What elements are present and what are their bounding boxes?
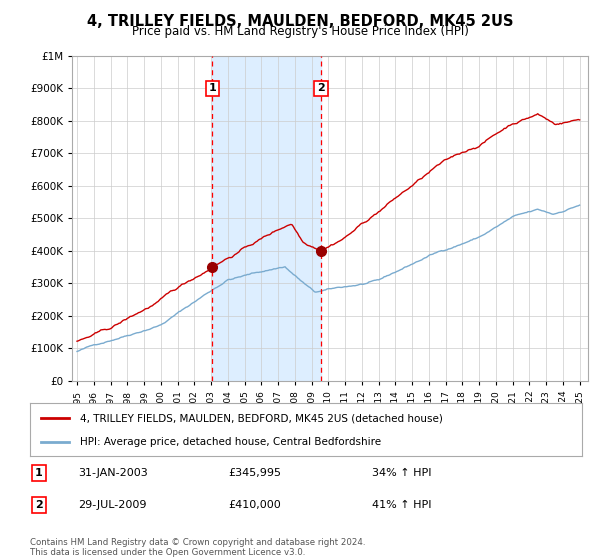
Text: 31-JAN-2003: 31-JAN-2003 [78, 468, 148, 478]
Text: 34% ↑ HPI: 34% ↑ HPI [372, 468, 431, 478]
Text: 1: 1 [35, 468, 43, 478]
Text: 41% ↑ HPI: 41% ↑ HPI [372, 500, 431, 510]
Text: 2: 2 [35, 500, 43, 510]
Text: HPI: Average price, detached house, Central Bedfordshire: HPI: Average price, detached house, Cent… [80, 436, 381, 446]
Text: £410,000: £410,000 [228, 500, 281, 510]
Text: 4, TRILLEY FIELDS, MAULDEN, BEDFORD, MK45 2US: 4, TRILLEY FIELDS, MAULDEN, BEDFORD, MK4… [87, 14, 513, 29]
Text: 2: 2 [317, 83, 325, 94]
Text: Contains HM Land Registry data © Crown copyright and database right 2024.
This d: Contains HM Land Registry data © Crown c… [30, 538, 365, 557]
Text: 4, TRILLEY FIELDS, MAULDEN, BEDFORD, MK45 2US (detached house): 4, TRILLEY FIELDS, MAULDEN, BEDFORD, MK4… [80, 413, 443, 423]
Bar [212, 56, 321, 381]
Text: £345,995: £345,995 [228, 468, 281, 478]
Text: 29-JUL-2009: 29-JUL-2009 [78, 500, 146, 510]
Text: 1: 1 [209, 83, 216, 94]
Text: Price paid vs. HM Land Registry's House Price Index (HPI): Price paid vs. HM Land Registry's House … [131, 25, 469, 38]
